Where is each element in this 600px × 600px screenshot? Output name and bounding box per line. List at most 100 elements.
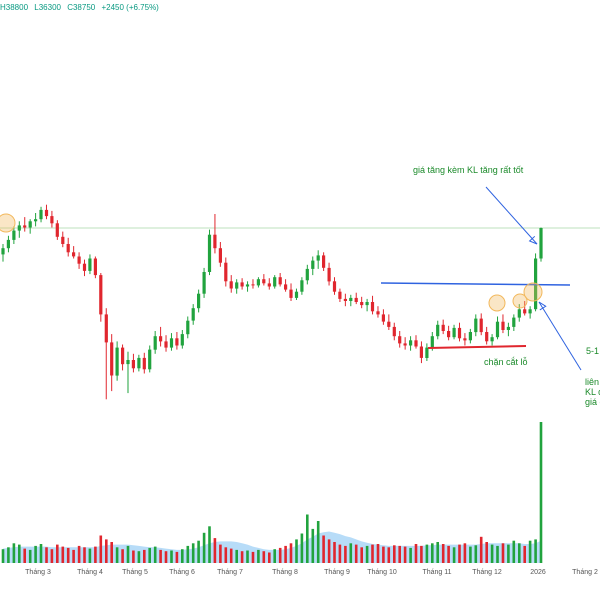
candle-body: [349, 297, 353, 301]
x-tick-label: Tháng 8: [272, 569, 298, 576]
candle-body: [77, 256, 81, 264]
candle-body: [436, 324, 440, 337]
candle-body: [441, 324, 445, 331]
volume-bar: [18, 544, 21, 563]
highlight-circle: [0, 213, 16, 233]
x-tick-label: Tháng 6: [169, 569, 195, 576]
candle-body: [191, 308, 195, 321]
x-tick-label: Tháng 3: [25, 569, 51, 576]
volume-bar: [425, 544, 429, 563]
volume-bar: [398, 545, 401, 563]
candle-body: [327, 267, 331, 282]
volume-bar: [251, 551, 255, 563]
candle-body: [376, 311, 380, 315]
volume-bar: [229, 548, 233, 563]
volume-bar: [322, 535, 325, 563]
volume-ma-area: [3, 531, 541, 563]
candle-body: [148, 349, 152, 370]
volume-bar: [507, 544, 510, 563]
resistance-line: [380, 282, 571, 286]
volume-bar: [387, 547, 391, 563]
volume-bar: [463, 543, 467, 563]
candle-body: [164, 341, 168, 348]
volume-bar: [219, 544, 222, 563]
volume-bar: [202, 532, 206, 563]
candle-body: [240, 282, 244, 287]
arrow-to-circles: [538, 301, 582, 371]
volume-bar: [191, 543, 195, 563]
volume-bar: [354, 544, 358, 563]
candle-body: [137, 357, 141, 369]
volume-bar: [121, 549, 124, 563]
volume-bar: [469, 546, 472, 563]
highlight-circle: [512, 293, 528, 309]
volume-bar: [523, 545, 526, 563]
candle-body: [463, 338, 467, 341]
volume-bar: [479, 536, 483, 563]
x-tick-label: Tháng 11: [422, 569, 451, 576]
candle-body: [414, 340, 418, 347]
candle-body: [273, 277, 277, 287]
candle-body: [23, 225, 27, 228]
volume-bar: [23, 548, 26, 563]
candle-body: [121, 347, 125, 365]
candle-body: [110, 342, 114, 376]
ohlc-high: H38800: [0, 3, 29, 12]
volume-bar: [175, 551, 179, 563]
candle-body: [398, 336, 402, 344]
volume-bar: [94, 546, 97, 563]
volume-bar: [213, 538, 217, 563]
volume-layer: [1, 422, 543, 563]
candle-body: [267, 283, 271, 287]
candle-body: [262, 279, 266, 284]
candle-body: [104, 314, 108, 343]
volume-bar: [181, 549, 184, 563]
candle-body: [159, 336, 163, 342]
volume-bar: [268, 552, 271, 563]
candle-body: [224, 262, 228, 282]
candle-body: [131, 360, 135, 369]
candle-body: [202, 272, 206, 294]
candle-body: [479, 318, 483, 333]
candle-body: [332, 281, 337, 292]
volume-bar: [246, 550, 249, 563]
volume-bar: [376, 544, 380, 563]
candle-body: [289, 289, 293, 298]
volume-bar: [45, 547, 48, 563]
x-tick-label: 2026: [530, 569, 546, 576]
volume-bar: [431, 543, 434, 563]
volume-bar: [539, 422, 543, 563]
candle-body: [55, 223, 59, 237]
volume-bar: [66, 547, 70, 563]
candle-body: [322, 255, 326, 268]
candle-body: [229, 281, 233, 289]
volume-bar: [311, 528, 315, 563]
candle-body: [485, 332, 489, 342]
volume-bar: [501, 543, 505, 563]
candle-body: [495, 321, 500, 338]
volume-bar: [153, 546, 157, 563]
volume-bar: [420, 545, 423, 563]
candle-body: [501, 321, 505, 330]
volume-bar: [474, 545, 478, 563]
volume-bar: [126, 545, 130, 563]
x-tick-label: Tháng 7: [217, 569, 243, 576]
volume-bar: [186, 545, 190, 563]
candle-body: [311, 260, 315, 269]
volume-bar: [170, 550, 173, 563]
arrow-to-circles-head: [538, 301, 547, 311]
x-tick-label: Tháng 12: [472, 569, 502, 576]
volume-bar: [496, 545, 499, 563]
x-tick-label: Tháng 2: [572, 569, 598, 576]
volume-bar: [28, 549, 32, 563]
volume-bar: [137, 551, 141, 563]
volume-bar: [441, 544, 445, 563]
volume-bar: [164, 551, 168, 563]
volume-bar: [436, 542, 439, 563]
volume-bar: [224, 547, 228, 563]
candle-body: [235, 282, 239, 289]
x-tick-label: Tháng 4: [77, 569, 103, 576]
volume-bar: [197, 540, 200, 563]
